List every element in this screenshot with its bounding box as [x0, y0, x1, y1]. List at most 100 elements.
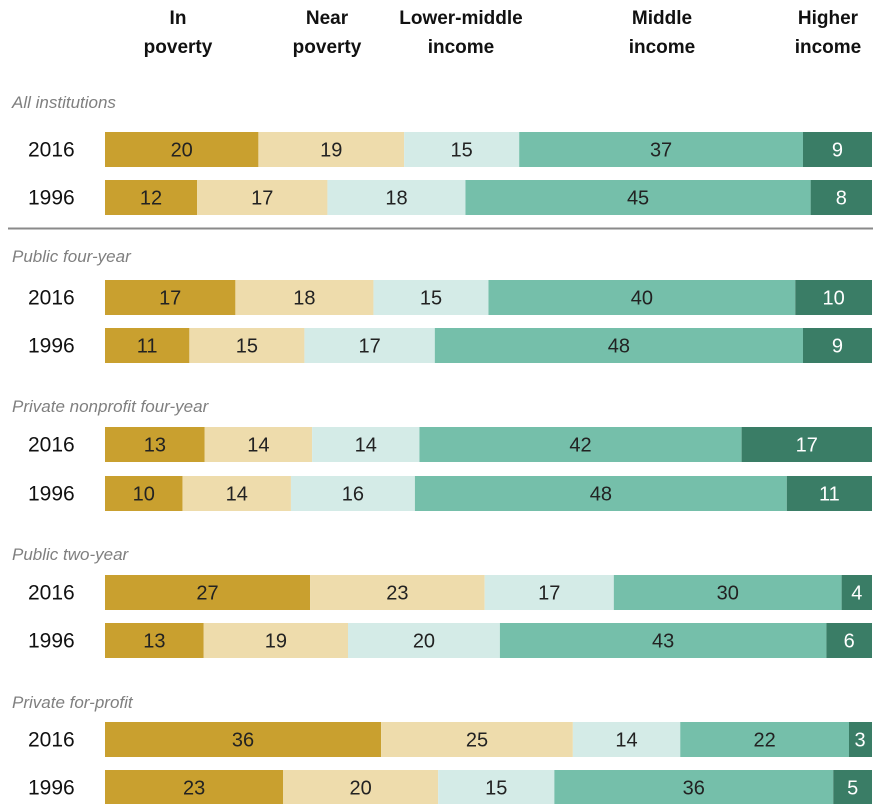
data-label: 48 — [608, 336, 630, 358]
group-label: Public two-year — [12, 545, 130, 564]
data-label: 15 — [420, 288, 442, 310]
year-label: 1996 — [28, 483, 75, 506]
bar-segment — [488, 280, 796, 315]
bar-segment — [810, 180, 872, 215]
bar-segment — [802, 132, 872, 167]
bar-segment — [438, 770, 555, 804]
bar-segment — [204, 427, 313, 462]
bar-segment — [105, 575, 311, 610]
bar-segment — [554, 770, 834, 804]
bar-segment — [105, 427, 205, 462]
year-label: 1996 — [28, 187, 75, 210]
bar-segment — [182, 476, 291, 511]
bar-segment — [833, 770, 872, 804]
data-label: 9 — [832, 140, 843, 162]
data-label: 13 — [143, 631, 165, 653]
data-label: 43 — [652, 631, 674, 653]
data-label: 27 — [196, 583, 218, 605]
data-label: 14 — [355, 435, 377, 457]
data-label: 18 — [293, 288, 315, 310]
group-label: All institutions — [11, 93, 116, 112]
data-label: 23 — [183, 778, 205, 800]
bar-segment — [105, 476, 183, 511]
group-label: Public four-year — [12, 247, 132, 266]
bar-segment — [197, 180, 328, 215]
legend-header-3-line-1: Lower-middle — [399, 8, 523, 29]
bar-segment — [105, 180, 198, 215]
data-label: 17 — [159, 288, 181, 310]
data-label: 11 — [819, 484, 840, 506]
data-label: 3 — [854, 730, 865, 752]
bar-segment — [680, 722, 849, 757]
data-label: 11 — [137, 336, 158, 358]
data-label: 19 — [320, 140, 342, 162]
bar-segment — [105, 770, 284, 804]
data-label: 12 — [140, 188, 162, 210]
bar-segment — [312, 427, 420, 462]
bar-segment — [283, 770, 439, 804]
data-label: 6 — [844, 631, 855, 653]
group-label: Private for-profit — [12, 693, 134, 712]
data-label: 4 — [851, 583, 862, 605]
year-label: 1996 — [28, 335, 75, 358]
data-label: 16 — [342, 484, 364, 506]
legend-header-5-line-2: income — [795, 37, 862, 58]
data-label: 17 — [796, 435, 818, 457]
bar-segment — [290, 476, 415, 511]
bar-segment — [414, 476, 787, 511]
data-label: 20 — [350, 778, 372, 800]
bar-segment — [327, 180, 466, 215]
data-label: 17 — [251, 188, 273, 210]
bar-segment — [484, 575, 614, 610]
legend-header-1-line-2: poverty — [144, 37, 213, 58]
bar-segment — [519, 132, 803, 167]
bar-segment — [572, 722, 681, 757]
bar-segment — [848, 722, 872, 757]
data-label: 15 — [236, 336, 258, 358]
data-label: 10 — [823, 288, 845, 310]
legend-header-4-line-2: income — [629, 37, 696, 58]
data-label: 13 — [144, 435, 166, 457]
legend-header-4-line-1: Middle — [632, 8, 692, 29]
bar-segment — [741, 427, 872, 462]
year-label: 2016 — [28, 434, 75, 457]
bar-segment — [310, 575, 485, 610]
legend-header-5-line-1: Higher — [798, 8, 859, 29]
year-label: 2016 — [28, 287, 75, 310]
legend-header-2-line-2: poverty — [293, 37, 362, 58]
data-label: 40 — [631, 288, 653, 310]
bar-segment — [434, 328, 803, 363]
data-label: 25 — [466, 730, 488, 752]
year-label: 2016 — [28, 582, 75, 605]
bar-segment — [348, 623, 500, 658]
data-label: 14 — [247, 435, 269, 457]
data-label: 19 — [265, 631, 287, 653]
data-label: 42 — [569, 435, 591, 457]
data-label: 48 — [590, 484, 612, 506]
data-label: 30 — [717, 583, 739, 605]
data-label: 15 — [485, 778, 507, 800]
group-label: Private nonprofit four-year — [12, 397, 210, 416]
bar-segment — [105, 328, 190, 363]
bar-segment — [419, 427, 742, 462]
data-label: 14 — [226, 484, 248, 506]
data-label: 20 — [171, 140, 193, 162]
year-label: 2016 — [28, 729, 75, 752]
bar-segment — [802, 328, 872, 363]
bar-segment — [795, 280, 872, 315]
data-label: 45 — [627, 188, 649, 210]
bar-segment — [613, 575, 842, 610]
data-label: 10 — [133, 484, 155, 506]
bar-segment — [235, 280, 374, 315]
data-label: 15 — [451, 140, 473, 162]
bar-segment — [841, 575, 872, 610]
year-label: 1996 — [28, 630, 75, 653]
bar-segment — [105, 280, 236, 315]
data-label: 22 — [753, 730, 775, 752]
year-label: 1996 — [28, 777, 75, 800]
data-label: 36 — [683, 778, 705, 800]
data-label: 17 — [538, 583, 560, 605]
legend-header-1-line-1: In — [170, 8, 187, 29]
legend-header-3-line-2: income — [428, 37, 495, 58]
